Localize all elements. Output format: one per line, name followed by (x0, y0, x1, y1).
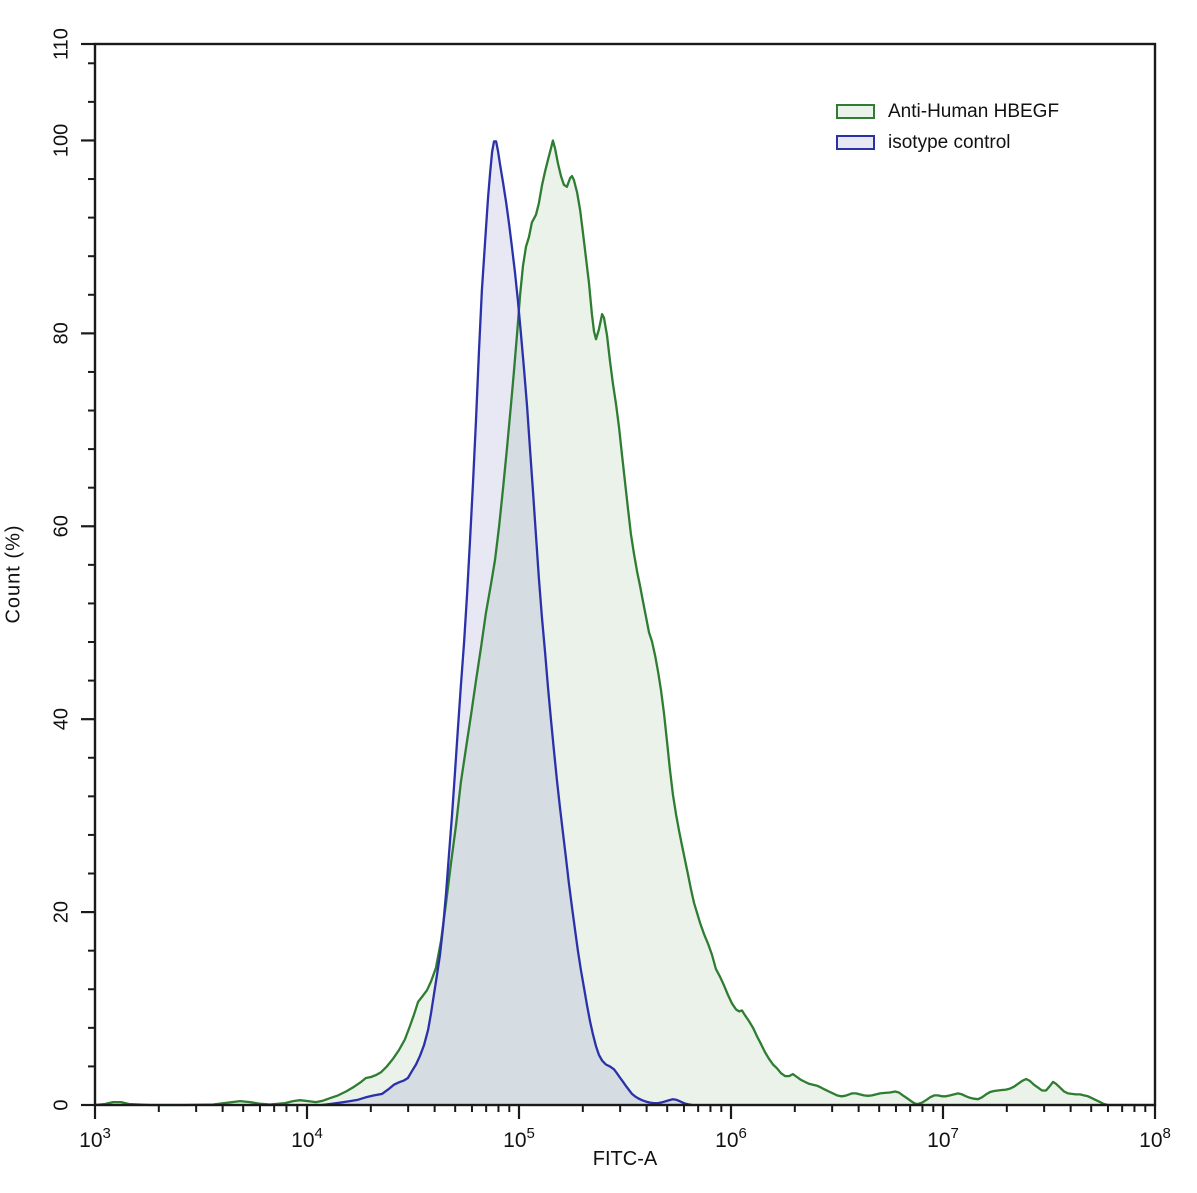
x-tick-label: 105 (503, 1125, 535, 1152)
series-curve-0 (93, 139, 1157, 1107)
y-tick-label: 20 (50, 901, 72, 923)
y-axis-title: Count (%) (2, 524, 25, 624)
legend-swatch-anti-human-hbegf (836, 104, 875, 119)
y-tick-label: 40 (50, 708, 72, 730)
y-tick-label: 0 (50, 1099, 72, 1110)
x-tick-label: 108 (1139, 1125, 1171, 1152)
y-tick-label: 60 (50, 515, 72, 537)
legend-label-anti-human-hbegf: Anti-Human HBEGF (888, 101, 1060, 122)
legend: Anti-Human HBEGF isotype control (836, 102, 1059, 152)
legend-label-isotype-control: isotype control (888, 132, 1011, 153)
y-tick-label: 110 (50, 28, 72, 60)
x-axis-title: FITC-A (592, 1148, 658, 1170)
x-tick-label: 103 (79, 1125, 111, 1152)
x-tick-label: 107 (927, 1125, 959, 1152)
series-fill-0 (95, 140, 1155, 1105)
series-fill-1 (322, 141, 692, 1105)
plot-frame (93, 42, 1157, 1107)
legend-item-anti-human-hbegf: Anti-Human HBEGF (836, 102, 1059, 121)
legend-swatch-isotype-control (836, 135, 875, 150)
y-tick-label: 80 (50, 322, 72, 344)
x-tick-label: 104 (291, 1125, 323, 1152)
series-curve-1 (320, 140, 694, 1107)
legend-item-isotype-control: isotype control (836, 133, 1059, 152)
y-tick-label: 100 (50, 124, 72, 157)
x-tick-label: 106 (715, 1125, 747, 1152)
